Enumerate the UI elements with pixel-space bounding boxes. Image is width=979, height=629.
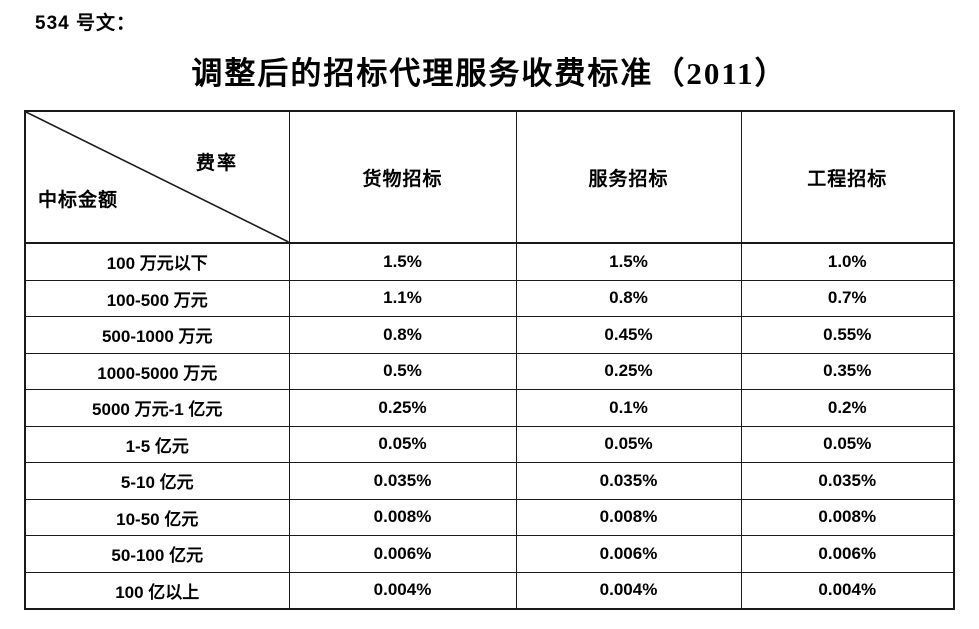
row-value: 1.5% — [515, 242, 742, 281]
row-value: 0.035% — [288, 462, 517, 500]
row-label: 50-100 亿元 — [24, 535, 290, 573]
table-row: 5000 万元-1 亿元 0.25% 0.1% 0.2% — [24, 389, 955, 427]
row-value: 0.05% — [288, 425, 517, 463]
corner-header-cell: 费率 中标金额 — [24, 110, 290, 244]
row-value: 0.05% — [515, 425, 742, 463]
row-label: 5000 万元-1 亿元 — [24, 389, 290, 427]
row-label: 1-5 亿元 — [24, 425, 290, 463]
row-value: 0.004% — [288, 571, 517, 610]
row-value: 0.45% — [515, 316, 742, 354]
row-value: 0.8% — [515, 279, 742, 317]
row-value: 0.35% — [740, 352, 955, 390]
fee-rate-table: 费率 中标金额 货物招标 服务招标 工程招标 100 万元以下 1.5% 1.5… — [24, 110, 955, 610]
diagonal-divider-line — [26, 112, 288, 241]
doc-number-label: 534 号文： — [35, 13, 136, 34]
row-value: 0.004% — [515, 571, 742, 610]
row-label: 500-1000 万元 — [24, 316, 290, 354]
page-title: 调整后的招标代理服务收费标准（2011） — [191, 56, 788, 91]
header-row: 费率 中标金额 货物招标 服务招标 工程招标 — [24, 110, 955, 244]
row-value: 0.8% — [288, 316, 517, 354]
table-row: 5-10 亿元 0.035% 0.035% 0.035% — [24, 462, 955, 500]
table-row: 1000-5000 万元 0.5% 0.25% 0.35% — [24, 352, 955, 390]
table-row: 1-5 亿元 0.05% 0.05% 0.05% — [24, 425, 955, 463]
row-value: 0.035% — [740, 462, 955, 500]
column-header-engineering: 工程招标 — [740, 110, 955, 244]
column-header-services: 服务招标 — [515, 110, 742, 244]
row-value: 1.0% — [740, 242, 955, 281]
row-label: 10-50 亿元 — [24, 498, 290, 536]
row-label: 100-500 万元 — [24, 279, 290, 317]
row-value: 0.05% — [740, 425, 955, 463]
row-value: 0.5% — [288, 352, 517, 390]
row-label: 5-10 亿元 — [24, 462, 290, 500]
table-row: 500-1000 万元 0.8% 0.45% 0.55% — [24, 316, 955, 354]
row-value: 0.008% — [740, 498, 955, 536]
row-value: 0.006% — [288, 535, 517, 573]
table-row: 50-100 亿元 0.006% 0.006% 0.006% — [24, 535, 955, 573]
row-value: 1.5% — [288, 242, 517, 281]
row-label: 100 亿以上 — [24, 571, 290, 610]
row-value: 1.1% — [288, 279, 517, 317]
column-header-goods: 货物招标 — [288, 110, 517, 244]
row-label: 1000-5000 万元 — [24, 352, 290, 390]
table-row: 100 亿以上 0.004% 0.004% 0.004% — [24, 571, 955, 610]
table-header: 费率 中标金额 货物招标 服务招标 工程招标 — [24, 110, 955, 244]
row-value: 0.25% — [288, 389, 517, 427]
row-value: 0.008% — [288, 498, 517, 536]
row-value: 0.006% — [515, 535, 742, 573]
row-value: 0.004% — [740, 571, 955, 610]
row-label: 100 万元以下 — [24, 242, 290, 281]
row-value: 0.1% — [515, 389, 742, 427]
table-row: 100 万元以下 1.5% 1.5% 1.0% — [24, 242, 955, 281]
row-value: 0.035% — [515, 462, 742, 500]
table-row: 10-50 亿元 0.008% 0.008% 0.008% — [24, 498, 955, 536]
row-value: 0.006% — [740, 535, 955, 573]
row-value: 0.2% — [740, 389, 955, 427]
table-row: 100-500 万元 1.1% 0.8% 0.7% — [24, 279, 955, 317]
row-value: 0.7% — [740, 279, 955, 317]
row-value: 0.008% — [515, 498, 742, 536]
row-value: 0.55% — [740, 316, 955, 354]
corner-label-bid-amount: 中标金额 — [38, 190, 119, 211]
row-value: 0.25% — [515, 352, 742, 390]
table-body: 100 万元以下 1.5% 1.5% 1.0% 100-500 万元 1.1% … — [24, 242, 955, 610]
corner-label-fee-rate: 费率 — [196, 153, 239, 174]
